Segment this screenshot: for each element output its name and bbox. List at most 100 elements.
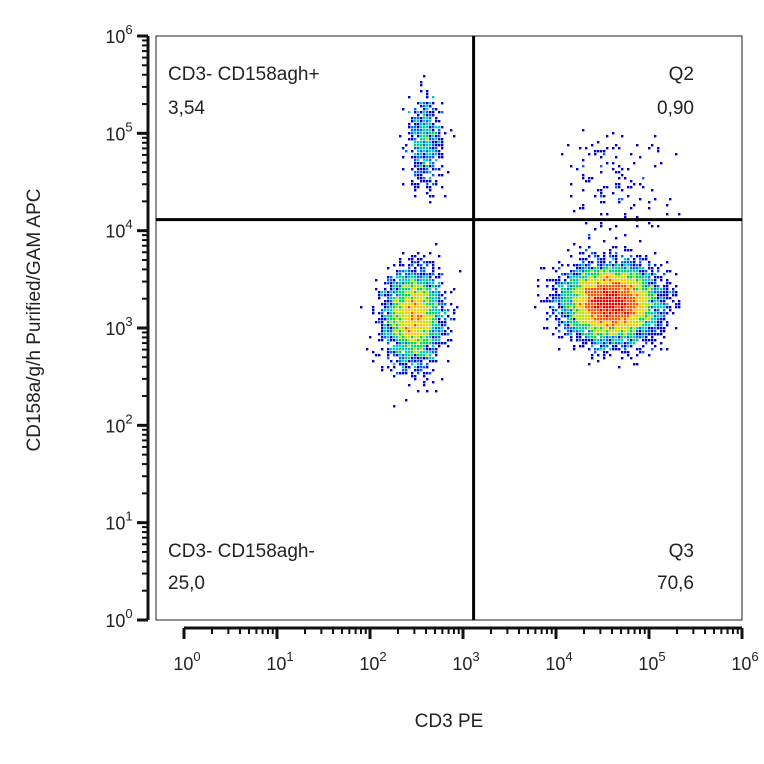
event-dot — [558, 300, 561, 303]
event-dot — [429, 339, 432, 342]
event-dot — [408, 294, 411, 297]
event-dot — [645, 273, 648, 276]
event-dot — [576, 339, 579, 342]
event-dot — [390, 306, 393, 309]
event-dot — [423, 300, 426, 303]
event-dot — [423, 120, 426, 123]
event-dot — [660, 303, 663, 306]
event-dot — [432, 357, 435, 360]
event-dot — [573, 285, 576, 288]
event-dot — [657, 297, 660, 300]
event-dot — [669, 297, 672, 300]
event-dot — [651, 303, 654, 306]
event-dot — [420, 318, 423, 321]
event-dot — [390, 291, 393, 294]
event-dot — [420, 360, 423, 363]
event-dot — [432, 381, 435, 384]
event-dot — [423, 180, 426, 183]
event-dot — [600, 300, 603, 303]
event-dot — [423, 273, 426, 276]
event-dot — [390, 321, 393, 324]
event-dot — [435, 291, 438, 294]
event-dot — [420, 354, 423, 357]
event-dot — [423, 261, 426, 264]
event-dot — [633, 162, 636, 165]
event-dot — [399, 342, 402, 345]
event-dot — [408, 336, 411, 339]
event-dot — [576, 318, 579, 321]
event-dot — [597, 306, 600, 309]
event-dot — [402, 108, 405, 111]
event-dot — [414, 159, 417, 162]
event-dot — [663, 309, 666, 312]
event-dot — [642, 186, 645, 189]
event-dot — [405, 318, 408, 321]
event-dot — [441, 294, 444, 297]
event-dot — [438, 315, 441, 318]
event-dot — [387, 279, 390, 282]
event-dot — [585, 294, 588, 297]
event-dot — [654, 321, 657, 324]
event-dot — [420, 102, 423, 105]
event-dot — [429, 117, 432, 120]
event-dot — [429, 147, 432, 150]
event-dot — [651, 348, 654, 351]
event-dot — [399, 303, 402, 306]
event-dot — [594, 324, 597, 327]
event-dot — [615, 252, 618, 255]
event-dot — [414, 279, 417, 282]
event-dot — [429, 360, 432, 363]
event-dot — [645, 327, 648, 330]
event-dot — [615, 276, 618, 279]
event-dot — [582, 288, 585, 291]
y-tick-label: 103 — [105, 314, 132, 339]
event-dot — [597, 354, 600, 357]
event-dot — [639, 321, 642, 324]
event-dot — [396, 276, 399, 279]
event-dot — [405, 348, 408, 351]
event-dot — [432, 333, 435, 336]
event-dot — [429, 318, 432, 321]
event-dot — [396, 330, 399, 333]
event-dot — [420, 258, 423, 261]
event-dot — [666, 279, 669, 282]
event-dot — [396, 345, 399, 348]
event-dot — [615, 273, 618, 276]
event-dot — [411, 324, 414, 327]
event-dot — [420, 138, 423, 141]
event-dot — [429, 297, 432, 300]
event-dot — [417, 372, 420, 375]
event-dot — [588, 306, 591, 309]
event-dot — [429, 111, 432, 114]
event-dot — [399, 333, 402, 336]
event-dot — [438, 321, 441, 324]
event-dot — [414, 294, 417, 297]
event-dot — [444, 132, 447, 135]
event-dot — [426, 264, 429, 267]
event-dot — [393, 285, 396, 288]
event-dot — [603, 342, 606, 345]
event-dot — [453, 309, 456, 312]
event-dot — [387, 267, 390, 270]
event-dot — [408, 291, 411, 294]
event-dot — [435, 303, 438, 306]
event-dot — [429, 135, 432, 138]
event-dot — [549, 300, 552, 303]
event-dot — [438, 294, 441, 297]
event-dot — [438, 330, 441, 333]
event-dot — [606, 297, 609, 300]
event-dot — [408, 348, 411, 351]
event-dot — [666, 312, 669, 315]
event-dot — [411, 183, 414, 186]
event-dot — [657, 303, 660, 306]
event-dot — [657, 312, 660, 315]
event-dot — [621, 282, 624, 285]
event-dot — [627, 285, 630, 288]
event-dot — [606, 147, 609, 150]
event-dot — [585, 318, 588, 321]
event-dot — [558, 297, 561, 300]
event-dot — [387, 330, 390, 333]
event-dot — [420, 330, 423, 333]
event-dot — [414, 309, 417, 312]
event-dot — [432, 96, 435, 99]
